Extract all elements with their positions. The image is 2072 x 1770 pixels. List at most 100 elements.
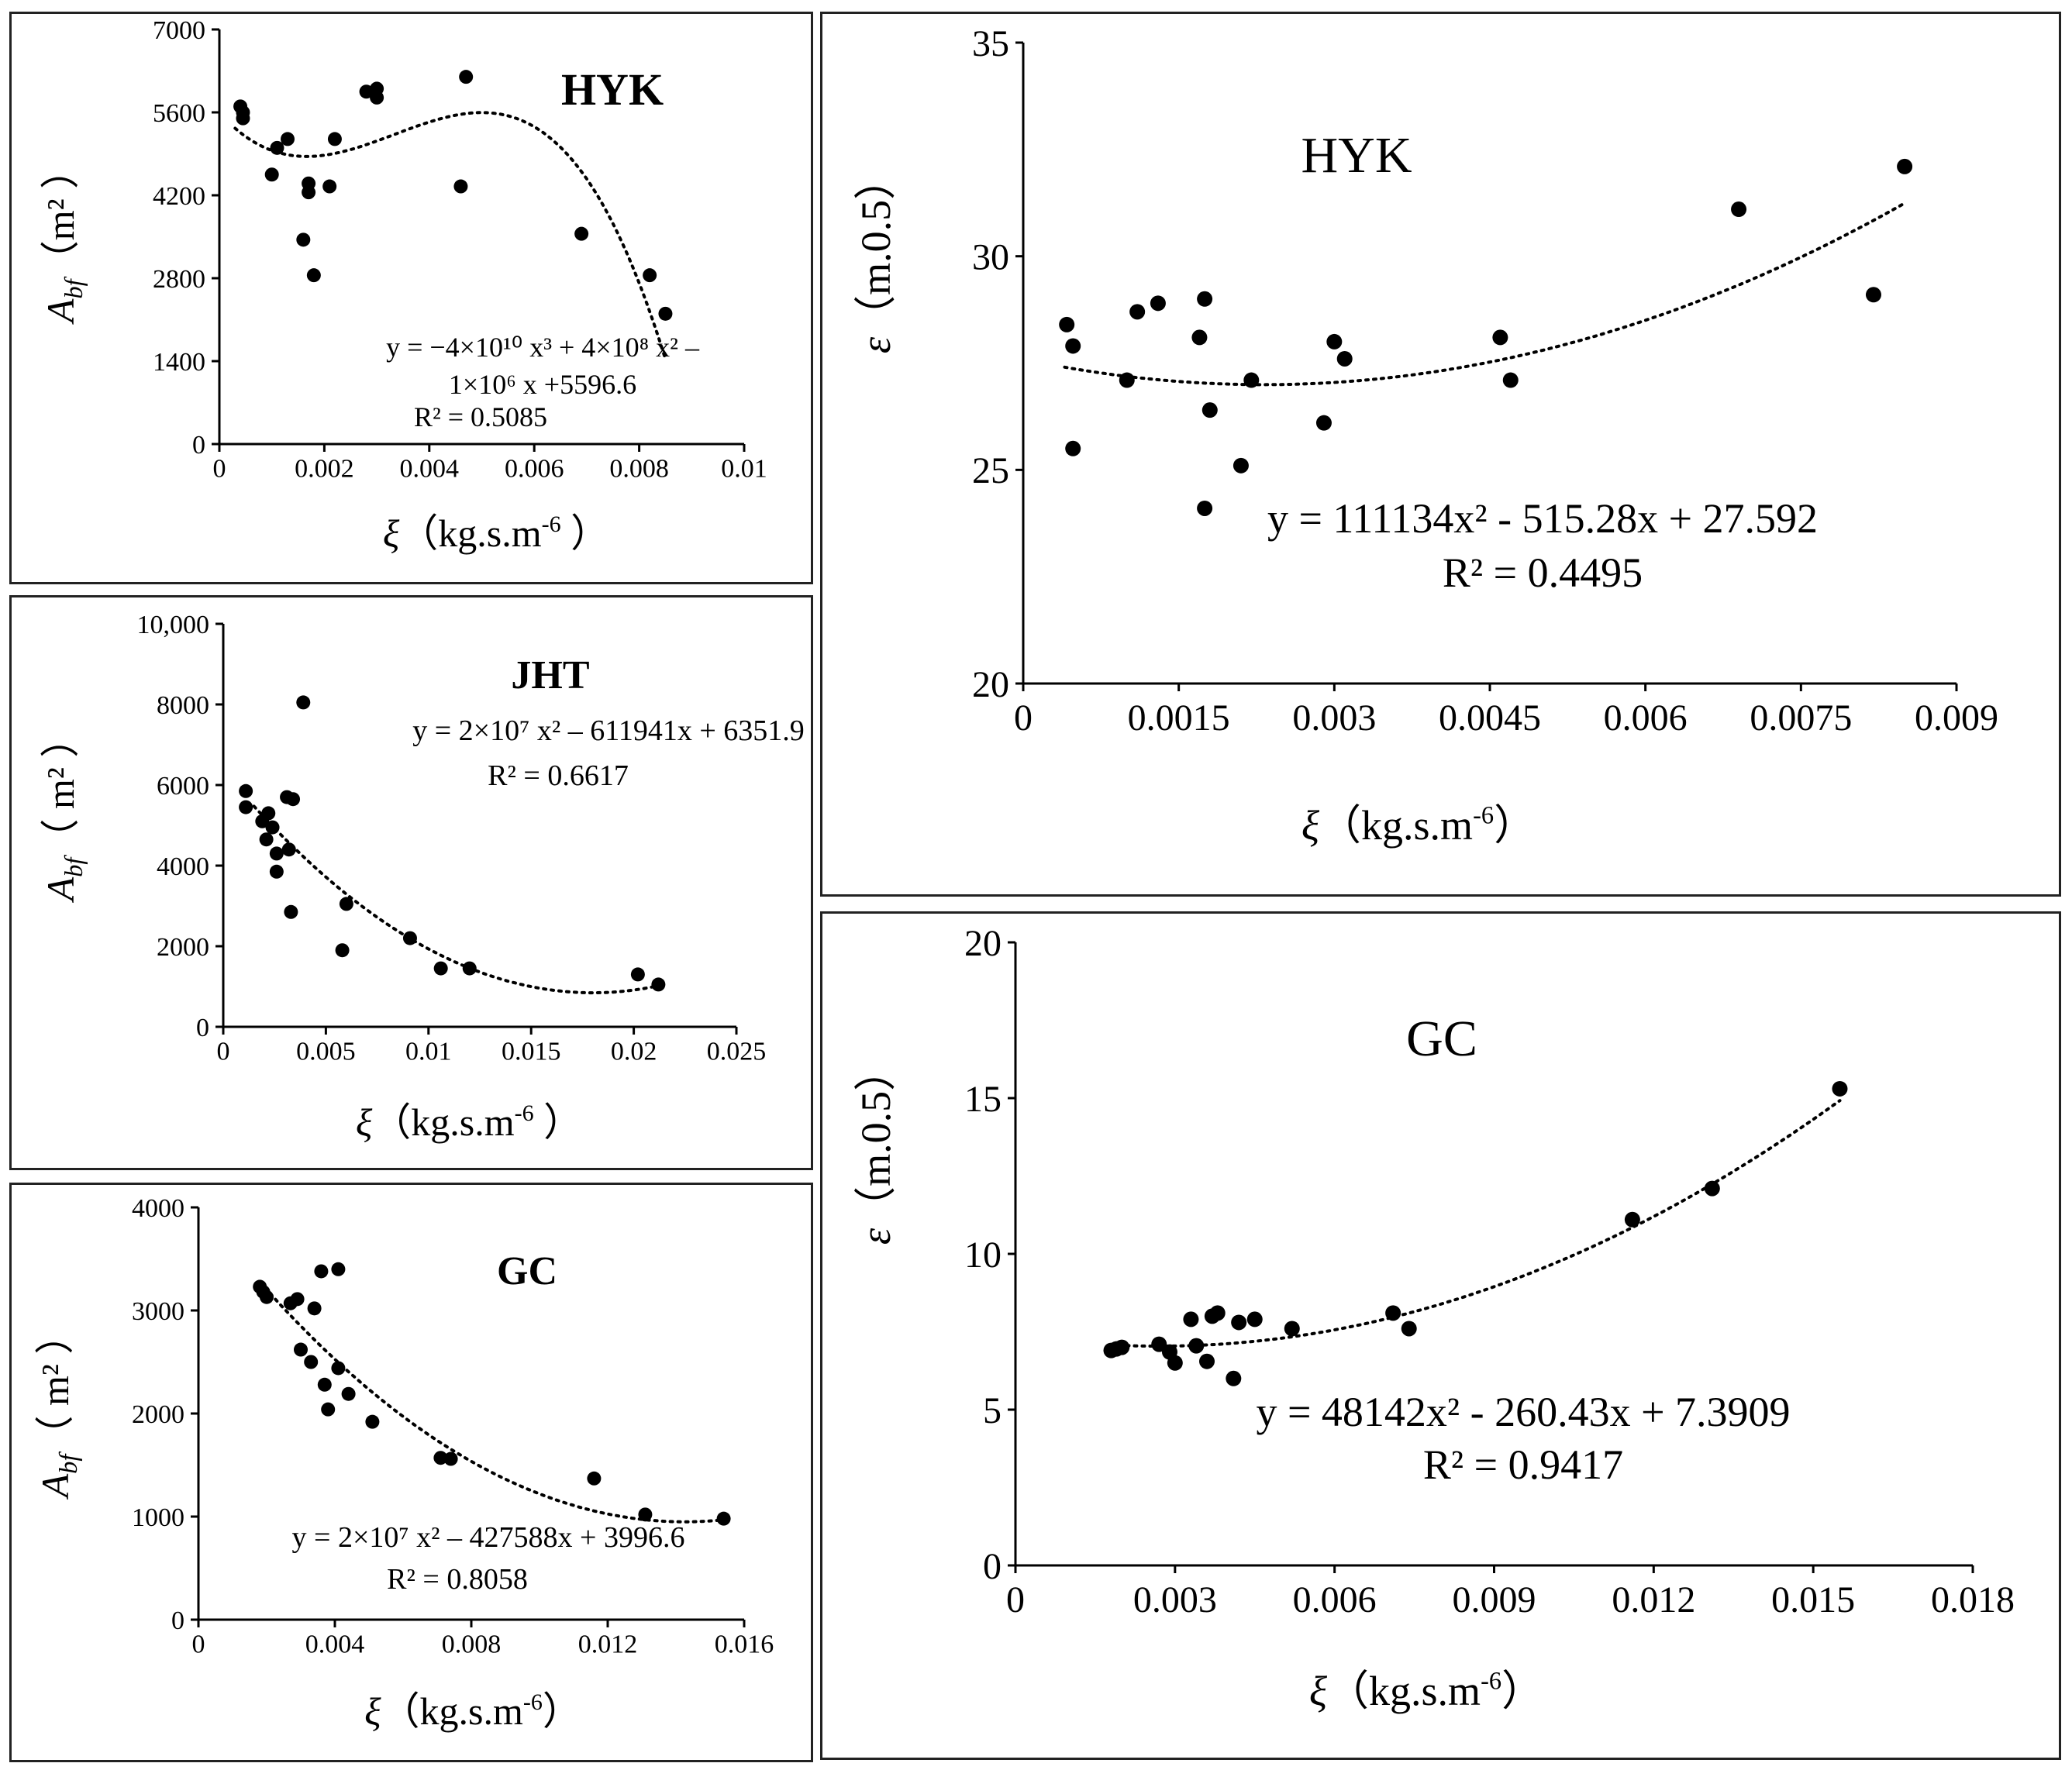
data-point [1209,1305,1226,1321]
x-axis-label-close: ） [1501,1668,1543,1714]
data-point [314,1264,329,1279]
x-tick-label: 0.005 [296,1038,356,1066]
data-point [239,800,253,814]
data-point [365,1414,380,1429]
data-point [1065,440,1081,456]
trend-equation: y = 2×10⁷ x² – 427588x + 3996.6 [292,1521,685,1554]
data-point [317,1377,332,1392]
y-axis-label: ε（m.0.5） [853,1049,899,1245]
y-tick-label: 4000 [132,1194,184,1223]
data-point [294,1342,308,1357]
y-axis-label-unit: （ m² ） [33,1316,77,1455]
x-tick-label: 0.009 [1915,697,1998,739]
x-axis-label-unit: （kg.s.m [381,1689,523,1733]
x-tick-label: 0.015 [1771,1579,1855,1620]
data-point [1183,1311,1199,1328]
y-tick-label: 20 [972,664,1009,705]
y-axis-label: Abf（ m² ） [39,719,88,904]
y-tick-label: 30 [972,236,1009,277]
chart-title: GC [1406,1011,1477,1067]
trend-equation: y = 2×10⁷ x² – 611941x + 6351.9 [412,715,805,747]
data-point [1385,1305,1401,1321]
chart-p3: 0 2000 4000 6000 8000 10,000 0 0.005 0.01 0.015 0.… [39,611,805,1144]
x-tick-label: 0 [213,455,226,484]
x-tick-label: 0.015 [502,1038,561,1066]
data-point [321,1402,336,1417]
chart-title: HYK [561,64,664,115]
data-point [651,977,666,992]
data-point [286,792,301,807]
data-point [259,832,274,847]
y-axis-label-subscript: bf [55,1451,83,1474]
data-point [359,84,374,99]
data-point [1624,1211,1640,1228]
y-axis-label: Abf（ m² ） [33,1316,83,1500]
x-axis-label-symbol: ξ [383,511,400,555]
chart-p1: 0 1400 2800 4200 5600 7000 0 0.002 0.004 0.006 0.0… [39,16,767,555]
x-tick-label: 0.01 [721,455,767,484]
y-axis-label-subscript: bf [60,855,88,877]
trendline [1109,1099,1842,1348]
data-point [331,1262,346,1276]
data-point [1336,350,1353,367]
x-tick-label: 0.018 [1931,1579,2015,1620]
data-point [459,70,474,84]
data-point [1150,295,1166,312]
y-tick-label: 0 [196,1014,209,1042]
data-point [327,132,342,146]
x-axis-label-close: ） [534,1100,583,1144]
x-tick-label: 0.008 [442,1631,502,1659]
chart-p4: 0 1000 2000 3000 4000 0 0.004 0.008 0.012 0.016 GC… [33,1194,774,1733]
y-tick-label: 10,000 [137,611,210,639]
data-point [1865,287,1881,303]
x-tick-label: 0.004 [305,1631,365,1659]
trend-equation: R² = 0.8058 [387,1563,528,1596]
data-point [1197,500,1213,516]
x-axis-label-close: ） [1494,802,1536,849]
x-axis-label: ξ（kg.s.m-6 ） [356,1100,582,1144]
data-point [716,1511,731,1526]
x-tick-label: 0.003 [1133,1579,1217,1620]
y-tick-label: 8000 [157,691,209,720]
trendline [1063,201,1907,387]
x-axis-label-superscript: -6 [542,511,561,537]
x-tick-label: 0.006 [1604,697,1688,739]
y-tick-label: 4200 [153,182,205,211]
data-point [1502,372,1519,388]
data-point [1832,1080,1848,1097]
x-tick-label: 0.002 [295,455,354,484]
x-tick-label: 0.0015 [1128,697,1230,739]
x-axis-label-unit: （kg.s.m [1319,802,1473,849]
trend-equation: R² = 0.6617 [488,759,629,792]
data-point [1326,333,1343,350]
y-axis-label-unit: （m² ） [39,150,82,279]
data-point [306,268,321,283]
panel-hyk-abf [9,12,813,584]
y-tick-label: 5600 [153,99,205,128]
data-point [264,167,279,182]
x-axis-label-symbol: ξ [1301,802,1320,849]
data-point [1226,1370,1242,1386]
x-tick-label: 0 [217,1038,230,1066]
y-tick-label: 10 [964,1235,1002,1276]
data-point [1731,201,1747,218]
data-point [453,179,468,194]
data-point [574,226,589,241]
y-tick-label: 35 [972,23,1009,64]
x-axis-label-superscript: -6 [1481,1667,1501,1695]
x-axis-label: ξ（kg.s.m-6 ） [383,511,609,555]
y-tick-label: 6000 [157,772,209,801]
data-point [433,961,448,976]
trend-equation: R² = 0.9417 [1423,1441,1623,1488]
trend-equation: R² = 0.5085 [414,401,547,432]
y-tick-label: 2000 [132,1400,184,1429]
data-point [1191,329,1208,346]
data-point [1401,1321,1417,1337]
x-axis-label-superscript: -6 [523,1689,543,1715]
x-axis-label-unit: （kg.s.m [372,1100,514,1144]
y-tick-label: 3000 [132,1297,184,1326]
data-point [341,1386,356,1401]
trendline [258,1280,729,1524]
data-point [1119,372,1135,388]
data-point [269,846,284,861]
